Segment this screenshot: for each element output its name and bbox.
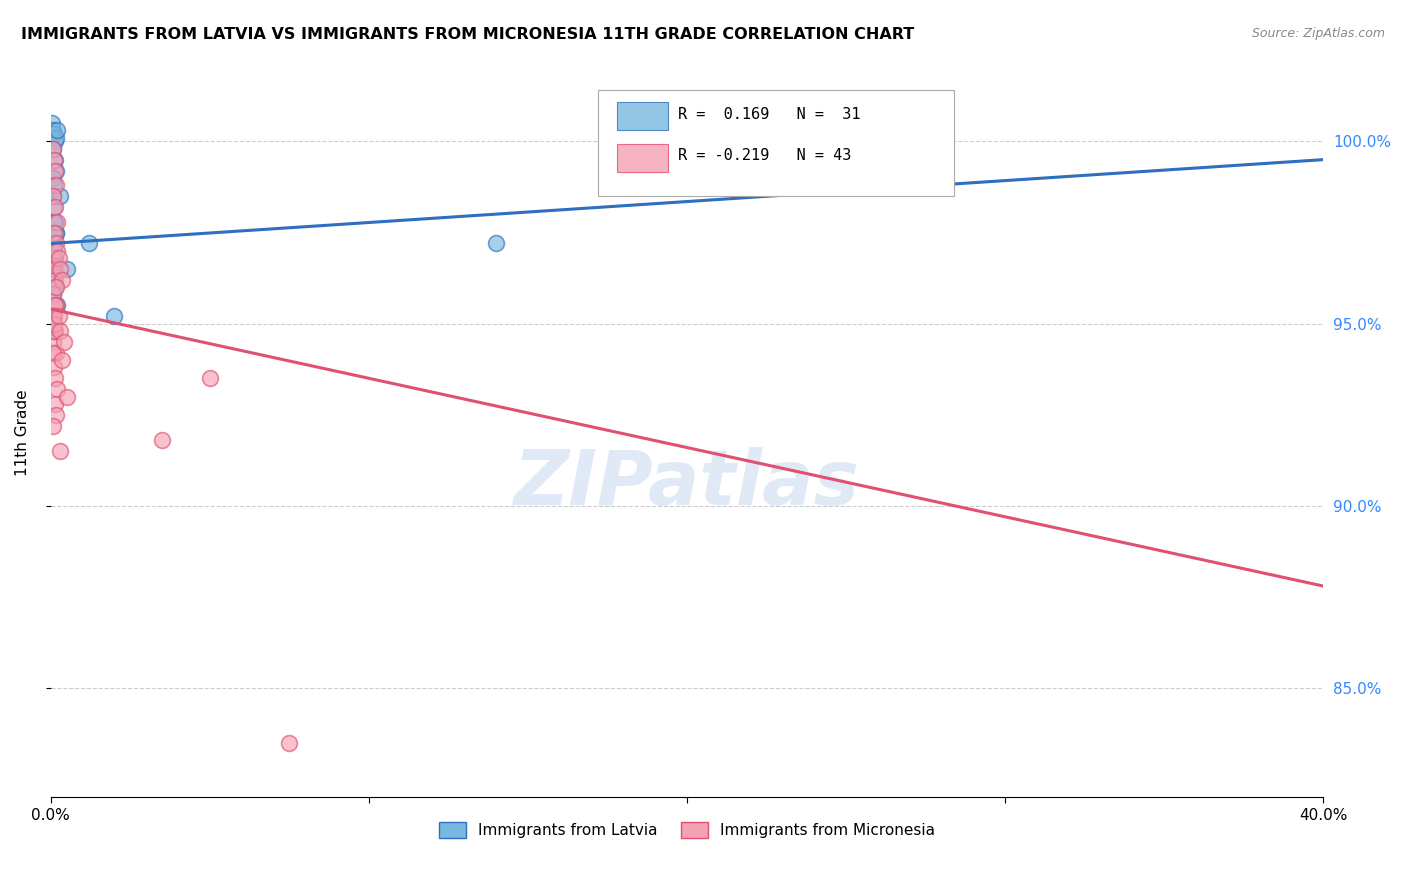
Point xyxy=(48,310,70,324)
Point xyxy=(44,280,66,294)
Point xyxy=(44,251,66,265)
Point xyxy=(44,135,66,149)
Point xyxy=(103,310,125,324)
Point xyxy=(46,244,69,258)
Point xyxy=(42,324,65,338)
Point xyxy=(45,123,67,137)
Point xyxy=(44,371,66,385)
FancyBboxPatch shape xyxy=(598,90,955,196)
Point xyxy=(42,189,65,203)
Point xyxy=(45,130,67,145)
Point xyxy=(42,418,65,433)
Point xyxy=(46,298,69,312)
Point xyxy=(45,236,67,251)
Y-axis label: 11th Grade: 11th Grade xyxy=(15,390,30,476)
Point xyxy=(485,236,508,251)
Point xyxy=(41,116,63,130)
Point xyxy=(42,236,65,251)
Point xyxy=(52,334,75,349)
Point xyxy=(42,127,65,141)
Text: R = -0.219   N = 43: R = -0.219 N = 43 xyxy=(678,148,852,163)
Point xyxy=(42,287,65,301)
Point xyxy=(42,142,65,156)
Point xyxy=(45,298,67,312)
Point xyxy=(45,408,67,422)
Text: IMMIGRANTS FROM LATVIA VS IMMIGRANTS FROM MICRONESIA 11TH GRADE CORRELATION CHAR: IMMIGRANTS FROM LATVIA VS IMMIGRANTS FRO… xyxy=(21,27,914,42)
Point xyxy=(198,371,221,385)
Point xyxy=(44,214,66,228)
Point xyxy=(46,382,69,396)
Point xyxy=(42,262,65,277)
Point xyxy=(42,142,65,156)
Point xyxy=(42,214,65,228)
Point xyxy=(42,346,65,360)
Point xyxy=(42,317,65,331)
Text: ZIPatlas: ZIPatlas xyxy=(515,447,860,521)
Point xyxy=(45,178,67,193)
Point xyxy=(42,269,65,284)
Point xyxy=(49,189,72,203)
Point xyxy=(44,298,66,312)
Point xyxy=(42,310,65,324)
Point xyxy=(150,434,173,448)
Point xyxy=(42,226,65,240)
Point xyxy=(45,163,67,178)
Point xyxy=(44,273,66,287)
FancyBboxPatch shape xyxy=(617,102,668,130)
Point xyxy=(42,123,65,137)
Point xyxy=(42,310,65,324)
Point xyxy=(42,200,65,214)
Point xyxy=(42,287,65,301)
Point xyxy=(45,280,67,294)
Point xyxy=(42,360,65,375)
Point xyxy=(44,324,66,338)
Point xyxy=(44,163,66,178)
Point xyxy=(49,262,72,277)
Point xyxy=(42,262,65,277)
Point xyxy=(51,273,73,287)
Point xyxy=(42,153,65,167)
Point xyxy=(45,346,67,360)
Point xyxy=(55,390,77,404)
Point xyxy=(278,736,301,750)
Point xyxy=(42,251,65,265)
Point xyxy=(44,153,66,167)
Point xyxy=(49,324,72,338)
Point xyxy=(77,236,100,251)
Legend: Immigrants from Latvia, Immigrants from Micronesia: Immigrants from Latvia, Immigrants from … xyxy=(433,816,942,845)
Point xyxy=(51,353,73,368)
Point xyxy=(42,170,65,185)
Point xyxy=(45,226,67,240)
Point xyxy=(45,214,67,228)
Point xyxy=(42,324,65,338)
Point xyxy=(44,200,66,214)
Point xyxy=(49,444,72,458)
FancyBboxPatch shape xyxy=(617,144,668,172)
Point xyxy=(42,244,65,258)
Point xyxy=(42,189,65,203)
Point xyxy=(44,397,66,411)
Point xyxy=(42,178,65,193)
Point xyxy=(45,226,67,240)
Text: Source: ZipAtlas.com: Source: ZipAtlas.com xyxy=(1251,27,1385,40)
Point xyxy=(55,262,77,277)
Point xyxy=(48,251,70,265)
Text: R =  0.169   N =  31: R = 0.169 N = 31 xyxy=(678,107,860,122)
Point xyxy=(42,334,65,349)
